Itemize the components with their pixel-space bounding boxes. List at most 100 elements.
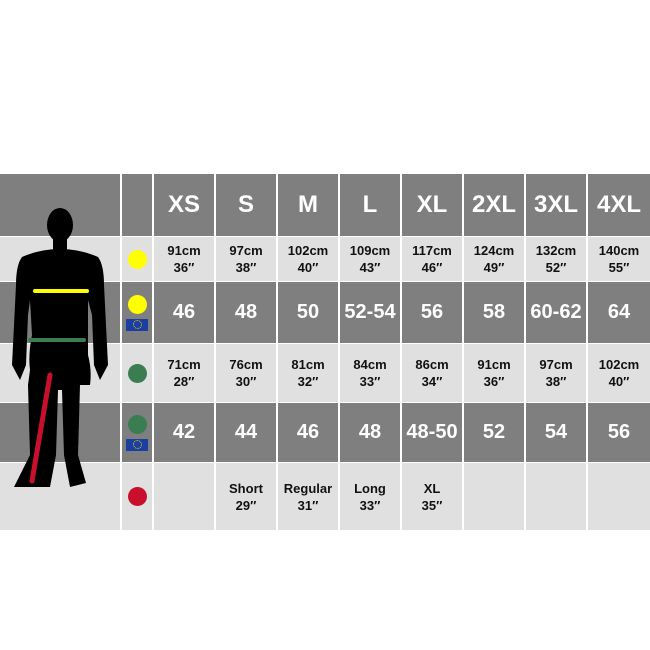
measurement-value <box>588 463 650 530</box>
measurement-value: 91cm 36″ <box>154 237 216 281</box>
measurement-value: 117cm 46″ <box>402 237 464 281</box>
table-row: 46 48 50 52-54 56 58 60-62 64 <box>0 281 650 343</box>
cm-value: 81cm <box>291 357 325 372</box>
inch-value: 38″ <box>235 260 257 275</box>
eu-size-value: 48-50 <box>402 403 464 462</box>
leg-label: XL <box>423 480 441 496</box>
inch-value: 30″ <box>235 374 257 389</box>
inch-value: 40″ <box>608 374 630 389</box>
inch-value: 43″ <box>359 260 381 275</box>
inch-value: 28″ <box>173 374 195 389</box>
measurement-value: 124cm 49″ <box>464 237 526 281</box>
measurement-value <box>154 463 216 530</box>
inch-value: 29″ <box>235 497 257 513</box>
inch-value: 49″ <box>483 260 505 275</box>
inch-value: 34″ <box>421 374 443 389</box>
figure-cell <box>0 403 122 462</box>
body-silhouette <box>12 208 108 487</box>
eu-size-value: 44 <box>216 403 278 462</box>
measurement-value: 91cm 36″ <box>464 344 526 402</box>
waist-dot-icon <box>127 363 147 383</box>
leg-length-dot-icon <box>127 487 147 506</box>
eu-flag-icon <box>126 318 148 331</box>
measurement-value: 132cm 52″ <box>526 237 588 281</box>
cm-value: 140cm <box>598 243 640 258</box>
measurement-value: Regular 31″ <box>278 463 340 530</box>
eu-flag-icon <box>126 438 148 451</box>
leg-label: Long <box>354 480 386 496</box>
cm-value: 124cm <box>473 243 515 258</box>
measurement-value: Short 29″ <box>216 463 278 530</box>
measurement-value: 76cm 30″ <box>216 344 278 402</box>
eu-size-value: 48 <box>340 403 402 462</box>
size-header: M <box>278 174 340 236</box>
inch-value: 40″ <box>297 260 319 275</box>
size-header: XL <box>402 174 464 236</box>
chest-measure-line <box>33 289 89 293</box>
table-row: XS S M L XL 2XL 3XL 4XL <box>0 174 650 236</box>
size-header: XS <box>154 174 216 236</box>
inch-value: 36″ <box>483 374 505 389</box>
measurement-value: 97cm 38″ <box>526 344 588 402</box>
measurement-value <box>464 463 526 530</box>
eu-size-value: 52 <box>464 403 526 462</box>
eu-size-value: 54 <box>526 403 588 462</box>
table-row: Short 29″ Regular 31″ Long 33″ XL 35″ <box>0 462 650 530</box>
inch-value: 33″ <box>359 374 381 389</box>
marker-cell <box>122 403 154 462</box>
eu-size-value: 42 <box>154 403 216 462</box>
inch-value: 36″ <box>173 260 195 275</box>
table-row: 42 44 46 48 48-50 52 54 56 <box>0 402 650 462</box>
measurement-value: XL 35″ <box>402 463 464 530</box>
cm-value: 132cm <box>535 243 577 258</box>
cm-value: 97cm <box>229 243 263 258</box>
cm-value: 91cm <box>167 243 201 258</box>
inch-value: 38″ <box>545 374 567 389</box>
eu-size-value: 56 <box>402 282 464 343</box>
eu-size-value: 52-54 <box>340 282 402 343</box>
leg-label: Short <box>229 480 263 496</box>
chest-dot-icon <box>127 249 147 269</box>
measurement-value: 86cm 34″ <box>402 344 464 402</box>
inch-value: 31″ <box>297 497 319 513</box>
marker-cell <box>122 237 154 281</box>
measurement-value: 81cm 32″ <box>278 344 340 402</box>
inch-value: 35″ <box>421 497 443 513</box>
cm-value: 97cm <box>539 357 573 372</box>
inch-value: 46″ <box>421 260 443 275</box>
marker-cell <box>122 174 154 236</box>
cm-value: 76cm <box>229 357 263 372</box>
measurement-value: 140cm 55″ <box>588 237 650 281</box>
eu-size-value: 48 <box>216 282 278 343</box>
waist-dot-icon <box>127 414 147 434</box>
cm-value: 86cm <box>415 357 449 372</box>
measurement-value: 102cm 40″ <box>278 237 340 281</box>
inch-value: 52″ <box>545 260 567 275</box>
measurement-value: 84cm 33″ <box>340 344 402 402</box>
cm-value: 109cm <box>349 243 391 258</box>
figure-cell <box>0 463 122 530</box>
waist-measure-line <box>28 338 86 342</box>
inch-value: 32″ <box>297 374 319 389</box>
size-header: 3XL <box>526 174 588 236</box>
measurement-value: 97cm 38″ <box>216 237 278 281</box>
measurement-value: 109cm 43″ <box>340 237 402 281</box>
cm-value: 117cm <box>412 243 452 258</box>
marker-cell <box>122 463 154 530</box>
eu-size-value: 60-62 <box>526 282 588 343</box>
size-header: 2XL <box>464 174 526 236</box>
eu-size-value: 64 <box>588 282 650 343</box>
size-chart-table: XS S M L XL 2XL 3XL 4XL 91cm 36″ 97cm 38″ 102cm 40″ 10… <box>0 174 650 530</box>
cm-value: 91cm <box>477 357 511 372</box>
eu-size-value: 50 <box>278 282 340 343</box>
inch-value: 55″ <box>608 260 630 275</box>
measurement-value <box>526 463 588 530</box>
cm-value: 102cm <box>287 243 329 258</box>
eu-size-value: 58 <box>464 282 526 343</box>
leg-label: Regular <box>283 480 333 496</box>
eu-size-value: 56 <box>588 403 650 462</box>
eu-size-value: 46 <box>278 403 340 462</box>
marker-cell <box>122 282 154 343</box>
leg-measure-line <box>29 372 53 484</box>
size-header: L <box>340 174 402 236</box>
